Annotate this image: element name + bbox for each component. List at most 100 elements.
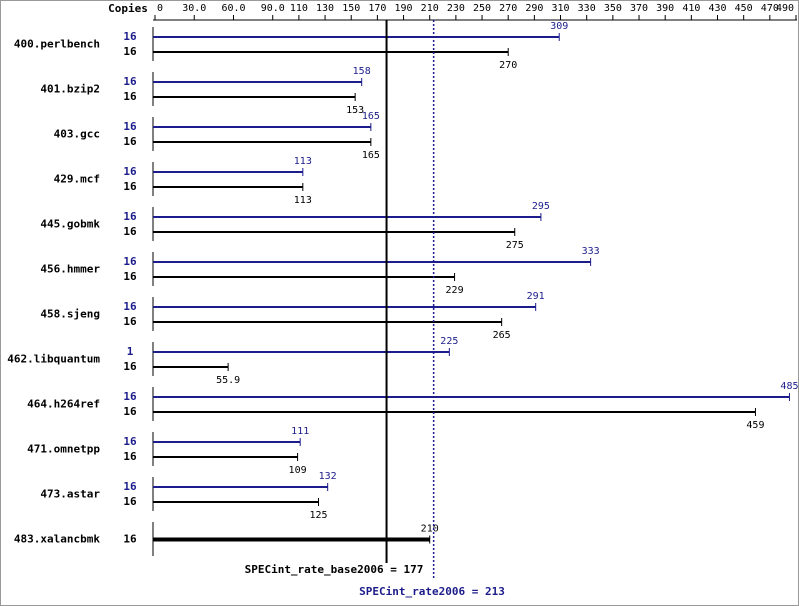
axis-label: Copies [108, 2, 148, 15]
copies-label: 16 [123, 165, 137, 178]
x-tick-label: 290 [525, 3, 543, 14]
x-tick-label: 190 [395, 3, 413, 14]
category-label: 403.gcc [54, 128, 100, 141]
x-tick-label: 230 [447, 3, 465, 14]
reference-label: SPECint_rate2006 = 213 [359, 585, 505, 598]
x-tick-label: 60.0 [221, 3, 245, 14]
value-label: 210 [421, 524, 439, 535]
x-tick-label: 130 [316, 3, 334, 14]
copies-label: 16 [123, 225, 137, 238]
bar [153, 231, 515, 233]
value-label: 275 [506, 240, 524, 251]
copies-label: 16 [123, 360, 137, 373]
copies-label: 16 [123, 450, 137, 463]
bar [153, 501, 319, 503]
x-tick-label: 350 [604, 3, 622, 14]
category-label: 429.mcf [54, 173, 100, 186]
copies-label: 16 [123, 300, 137, 313]
x-tick-label: 170 [368, 3, 386, 14]
bar [153, 276, 455, 278]
x-tick-label: 250 [473, 3, 491, 14]
value-label: 113 [294, 156, 312, 167]
x-tick-label: 450 [735, 3, 753, 14]
x-tick-label: 90.0 [261, 3, 285, 14]
category-label: 400.perlbench [14, 38, 100, 51]
copies-label: 16 [123, 135, 137, 148]
category-label: 473.astar [40, 488, 100, 501]
bar [153, 36, 560, 38]
category-label: 456.hmmer [40, 263, 100, 276]
value-label: 125 [309, 510, 327, 521]
value-label: 270 [499, 60, 517, 71]
bar [153, 537, 430, 542]
value-label: 225 [440, 336, 458, 347]
category-label: 464.h264ref [27, 398, 100, 411]
copies-label: 16 [123, 210, 137, 223]
x-tick-label: 430 [708, 3, 726, 14]
bar [153, 96, 356, 98]
x-tick-label: 30.0 [182, 3, 206, 14]
value-label: 265 [493, 330, 511, 341]
bar [153, 396, 790, 398]
copies-label: 16 [123, 495, 137, 508]
bar [153, 366, 229, 368]
value-label: 165 [362, 150, 380, 161]
bar [153, 351, 450, 353]
bar [153, 141, 371, 143]
copies-label: 1 [127, 345, 134, 358]
copies-label: 16 [123, 480, 137, 493]
value-label: 291 [527, 291, 545, 302]
bar [153, 81, 362, 83]
x-tick-label: 0 [157, 3, 163, 14]
category-label: 458.sjeng [40, 308, 100, 321]
reference-label: SPECint_rate_base2006 = 177 [245, 563, 424, 576]
copies-label: 16 [123, 390, 137, 403]
x-tick-label: 370 [630, 3, 648, 14]
value-label: 158 [353, 66, 371, 77]
reference-name: SPECint_rate_base2006 = [245, 563, 398, 576]
bar [153, 261, 591, 263]
value-label: 309 [550, 21, 568, 32]
reference-value: 213 [485, 585, 505, 598]
value-label: 55.9 [216, 375, 240, 386]
copies-label: 16 [123, 255, 137, 268]
copies-label: 16 [123, 435, 137, 448]
x-tick-label: 310 [551, 3, 569, 14]
bar [153, 321, 502, 323]
category-label: 445.gobmk [40, 218, 100, 231]
copies-label: 16 [123, 180, 137, 193]
value-label: 113 [294, 195, 312, 206]
category-label: 483.xalancbmk [14, 533, 100, 546]
bar [153, 216, 541, 218]
value-label: 333 [582, 246, 600, 257]
value-label: 132 [319, 471, 337, 482]
copies-label: 16 [123, 120, 137, 133]
value-label: 459 [746, 420, 764, 431]
x-tick-label: 390 [656, 3, 674, 14]
copies-label: 16 [123, 90, 137, 103]
x-tick-label: 330 [578, 3, 596, 14]
bar [153, 306, 536, 308]
x-tick-label: 110 [290, 3, 308, 14]
x-tick-label: 410 [682, 3, 700, 14]
value-label: 165 [362, 111, 380, 122]
copies-label: 16 [123, 30, 137, 43]
category-label: 471.omnetpp [27, 443, 100, 456]
copies-label: 16 [123, 533, 137, 546]
value-label: 109 [289, 465, 307, 476]
copies-label: 16 [123, 315, 137, 328]
category-label: 401.bzip2 [40, 83, 100, 96]
copies-label: 16 [123, 45, 137, 58]
copies-label: 16 [123, 270, 137, 283]
x-tick-label: 270 [499, 3, 517, 14]
reference-name: SPECint_rate2006 = [359, 585, 479, 598]
bar [153, 456, 298, 458]
x-tick-label: 470 [761, 3, 779, 14]
value-label: 295 [532, 201, 550, 212]
value-label: 153 [346, 105, 364, 116]
value-label: 111 [291, 426, 309, 437]
bar [153, 486, 328, 488]
